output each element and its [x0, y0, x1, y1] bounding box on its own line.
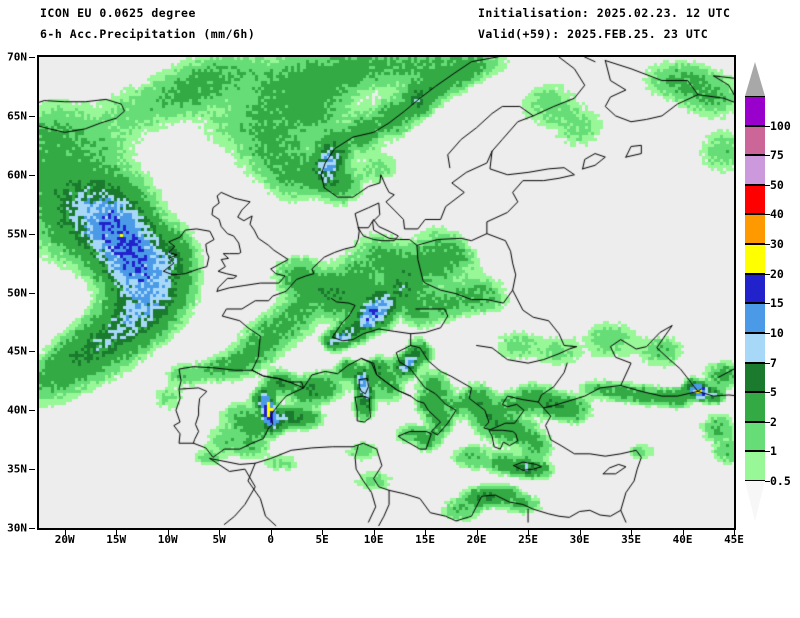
colorbar-tick-mark: [765, 421, 770, 423]
longitude-tick-label: 20E: [466, 533, 487, 546]
latitude-tick-mark: [29, 292, 35, 294]
colorbar-band: [745, 155, 765, 185]
longitude-tick-mark: [322, 530, 324, 535]
colorbar-tick-label: 5: [770, 385, 777, 400]
colorbar-band: [745, 421, 765, 452]
colorbar-tick-label: 7: [770, 355, 777, 370]
longitude-tick-mark: [631, 530, 633, 535]
latitude-tick-label: 40N: [7, 403, 27, 417]
longitude-tick-mark: [64, 530, 66, 535]
initialisation-label: Initialisation: 2025.02.23. 12 UTC: [478, 6, 731, 20]
longitude-tick-label: 20W: [54, 533, 75, 546]
longitude-tick-mark: [167, 530, 169, 535]
model-title: ICON EU 0.0625 degree: [40, 6, 196, 20]
longitude-tick-mark: [579, 530, 581, 535]
longitude-tick-label: 45E: [724, 533, 744, 546]
colorbar-tick-mark: [765, 155, 770, 157]
colorbar-tick-label: 15: [770, 296, 784, 311]
precipitation-map: [37, 55, 736, 530]
longitude-tick-label: 15W: [106, 533, 127, 546]
longitude-tick-label: 10E: [363, 533, 384, 546]
colorbar-tick-mark: [765, 451, 770, 453]
colorbar-tick-mark: [765, 273, 770, 275]
colorbar-tick-label: 1: [770, 444, 777, 459]
longitude-tick-label: 5E: [315, 533, 329, 546]
colorbar-tick-label: 40: [770, 207, 784, 222]
colorbar-tick-mark: [765, 481, 770, 482]
longitude-tick-mark: [373, 530, 375, 535]
longitude-tick-mark: [219, 530, 221, 535]
field-title: 6-h Acc.Precipitation (mm/6h): [40, 27, 256, 41]
colorbar-tick-mark: [765, 184, 770, 186]
longitude-tick-label: 5W: [212, 533, 226, 546]
colorbar-tick-label: 30: [770, 237, 784, 252]
latitude-tick-mark: [29, 115, 35, 117]
colorbar-tick-label: 10: [770, 325, 784, 340]
longitude-tick-label: 35E: [621, 533, 641, 546]
colorbar-tick-mark: [765, 214, 770, 216]
colorbar-band: [745, 244, 765, 274]
latitude-tick-label: 65N: [7, 109, 27, 123]
longitude-tick-mark: [734, 530, 735, 535]
longitude-tick-mark: [425, 530, 427, 535]
latitude-tick-mark: [29, 469, 35, 471]
longitude-tick-label: 15E: [415, 533, 436, 546]
colorbar-band: [745, 125, 765, 156]
colorbar-band: [745, 184, 765, 215]
colorbar-band: [745, 273, 765, 304]
colorbar-over-arrow: [745, 62, 765, 96]
latitude-tick-mark: [29, 351, 35, 353]
latitude-tick-mark: [29, 528, 35, 529]
colorbar-under-arrow: [745, 481, 765, 521]
longitude-tick-mark: [476, 530, 478, 535]
latitude-tick-mark: [29, 174, 35, 176]
longitude-tick-label: 40E: [672, 533, 693, 546]
colorbar-tick-mark: [765, 332, 770, 334]
colorbar-tick-mark: [765, 392, 770, 394]
colorbar-tick-label: 0.5: [770, 474, 791, 488]
longitude-tick-label: 10W: [157, 533, 178, 546]
latitude-tick-label: 45N: [7, 344, 27, 358]
colorbar-tick-label: 2: [770, 414, 777, 429]
colorbar-tick-mark: [765, 362, 770, 364]
longitude-tick-mark: [116, 530, 118, 535]
colorbar-band: [745, 96, 765, 126]
colorbar-tick-label: 100: [770, 118, 791, 133]
colorbar-band: [745, 451, 765, 481]
colorbar-band: [745, 332, 765, 363]
longitude-tick-label: 25E: [518, 533, 538, 546]
latitude-tick-mark: [29, 233, 35, 235]
longitude-tick-label: 30E: [569, 533, 590, 546]
longitude-tick-label: 0: [267, 533, 274, 546]
colorbar: [745, 96, 765, 481]
colorbar-band: [745, 214, 765, 245]
precipitation-field-canvas: [39, 57, 734, 528]
colorbar-tick-mark: [765, 125, 770, 127]
valid-time-label: Valid(+59): 2025.FEB.25. 23 UTC: [478, 27, 709, 41]
latitude-tick-label: 70N: [7, 50, 27, 64]
latitude-tick-label: 60N: [7, 168, 27, 182]
latitude-tick-label: 55N: [7, 227, 27, 241]
latitude-tick-mark: [29, 57, 35, 58]
colorbar-tick-label: 50: [770, 177, 784, 192]
colorbar-tick-mark: [765, 303, 770, 305]
latitude-tick-label: 30N: [7, 521, 27, 535]
colorbar-tick-mark: [765, 244, 770, 246]
longitude-tick-mark: [270, 530, 272, 535]
colorbar-tick-label: 20: [770, 266, 784, 281]
latitude-tick-mark: [29, 410, 35, 412]
colorbar-band: [745, 392, 765, 422]
longitude-tick-mark: [528, 530, 530, 535]
colorbar-band: [745, 362, 765, 393]
latitude-tick-label: 50N: [7, 286, 27, 299]
latitude-tick-label: 35N: [7, 462, 27, 476]
longitude-tick-mark: [682, 530, 684, 535]
colorbar-band: [745, 303, 765, 333]
colorbar-tick-label: 75: [770, 148, 784, 163]
